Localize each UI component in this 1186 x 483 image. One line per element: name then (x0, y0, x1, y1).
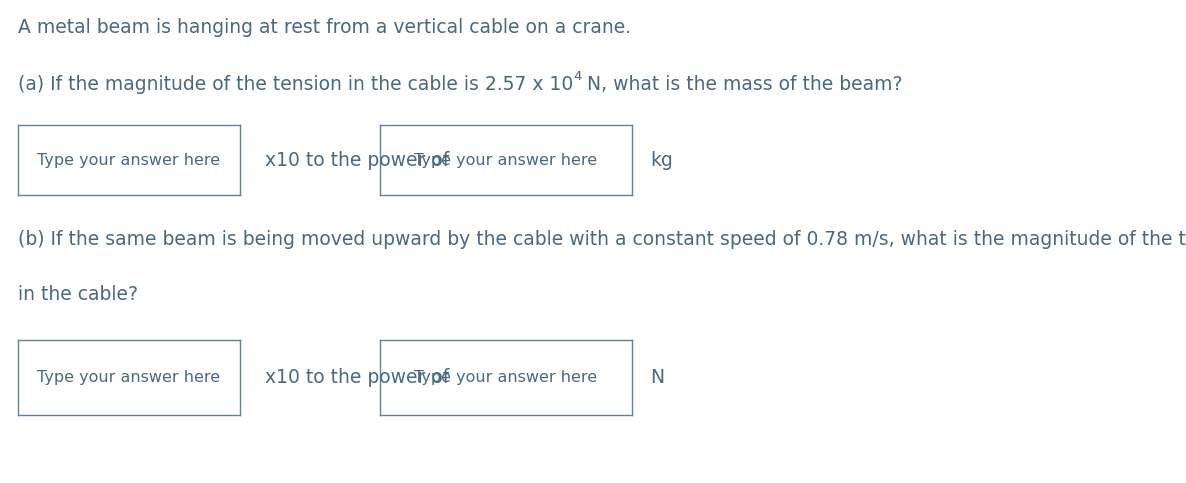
Text: Type your answer here: Type your answer here (38, 370, 221, 385)
Text: (b) If the same beam is being moved upward by the cable with a constant speed of: (b) If the same beam is being moved upwa… (18, 230, 1186, 249)
Text: 4: 4 (573, 70, 581, 83)
Text: x10 to the power of: x10 to the power of (264, 368, 449, 387)
Text: Type your answer here: Type your answer here (414, 153, 598, 168)
Text: Type your answer here: Type your answer here (414, 370, 598, 385)
Text: N: N (650, 368, 664, 387)
Text: Type your answer here: Type your answer here (38, 153, 221, 168)
Text: A metal beam is hanging at rest from a vertical cable on a crane.: A metal beam is hanging at rest from a v… (18, 18, 631, 37)
Text: x10 to the power of: x10 to the power of (264, 151, 449, 170)
Text: N, what is the mass of the beam?: N, what is the mass of the beam? (581, 75, 903, 94)
Text: in the cable?: in the cable? (18, 285, 138, 304)
Text: (a) If the magnitude of the tension in the cable is 2.57 x 10: (a) If the magnitude of the tension in t… (18, 75, 573, 94)
Text: kg: kg (650, 151, 672, 170)
